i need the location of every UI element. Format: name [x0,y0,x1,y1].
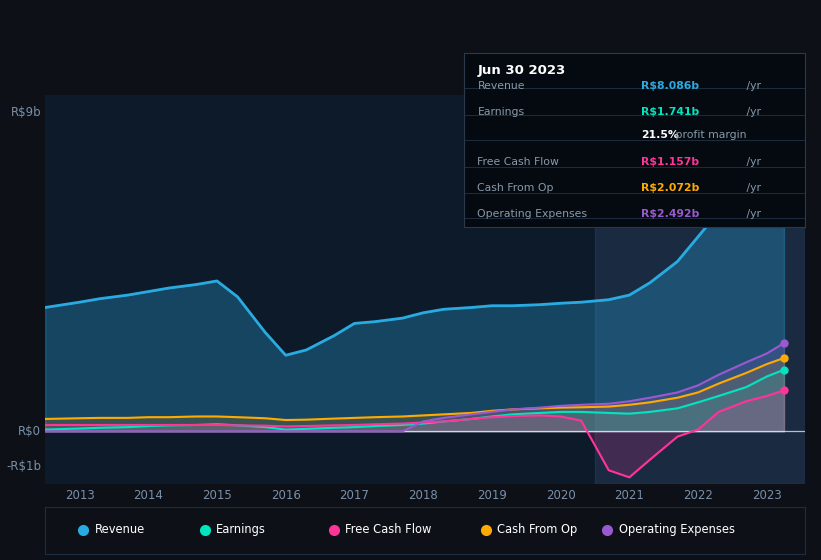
Text: /yr: /yr [743,209,761,220]
Text: R$2.492b: R$2.492b [641,209,699,220]
Text: Free Cash Flow: Free Cash Flow [345,523,432,536]
Text: Revenue: Revenue [94,523,144,536]
Text: R$0: R$0 [18,425,41,438]
Text: Operating Expenses: Operating Expenses [478,209,588,220]
Text: Earnings: Earnings [478,107,525,117]
Text: Operating Expenses: Operating Expenses [618,523,735,536]
Bar [595,95,805,484]
Text: Free Cash Flow: Free Cash Flow [478,157,559,167]
Text: 21.5%: 21.5% [641,130,679,141]
Text: /yr: /yr [743,107,761,117]
Text: profit margin: profit margin [672,130,746,141]
Text: Cash From Op: Cash From Op [478,184,554,193]
Text: /yr: /yr [743,184,761,193]
Text: /yr: /yr [743,81,761,91]
Text: Revenue: Revenue [478,81,525,91]
Text: R$9b: R$9b [11,106,41,119]
Text: -R$1b: -R$1b [7,460,41,473]
Text: Jun 30 2023: Jun 30 2023 [478,64,566,77]
Text: /yr: /yr [743,157,761,167]
Text: R$1.741b: R$1.741b [641,107,699,117]
Text: R$2.072b: R$2.072b [641,184,699,193]
Text: Earnings: Earnings [216,523,266,536]
Text: R$1.157b: R$1.157b [641,157,699,167]
Text: Cash From Op: Cash From Op [497,523,577,536]
Text: R$8.086b: R$8.086b [641,81,699,91]
